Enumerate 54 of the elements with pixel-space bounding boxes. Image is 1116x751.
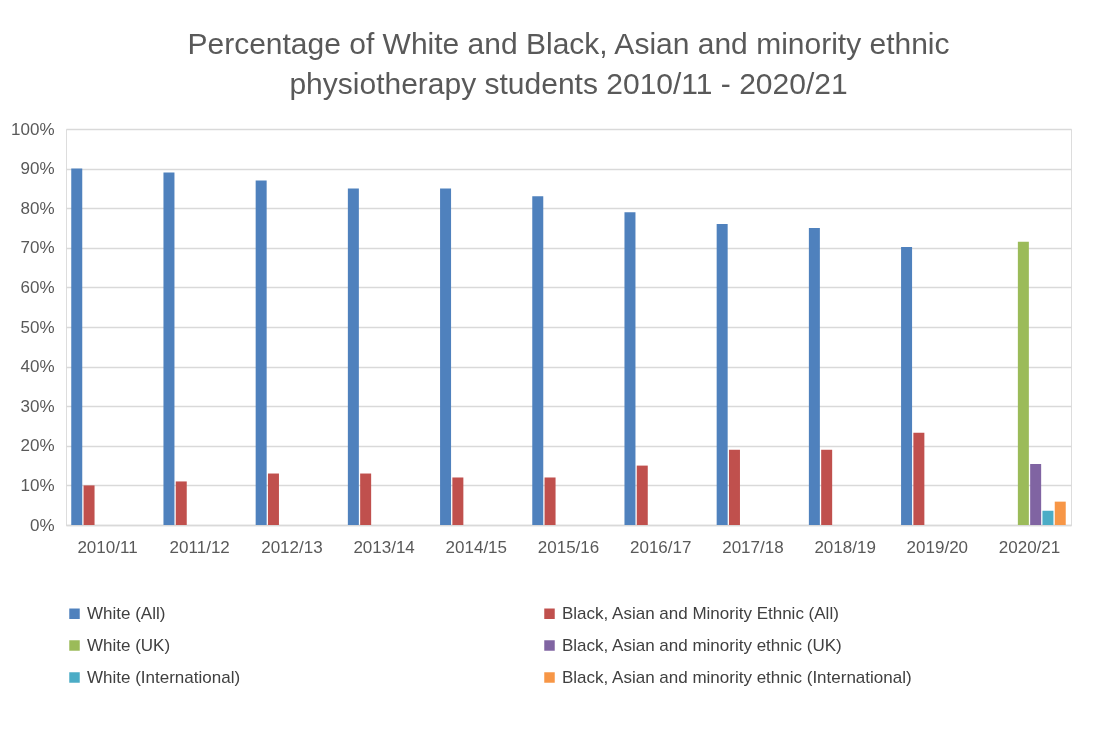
x-tick-label: 2020/21 bbox=[998, 537, 1061, 557]
y-tick-label: 100% bbox=[11, 119, 55, 139]
legend-label: White (International) bbox=[87, 667, 241, 687]
legend-label: White (UK) bbox=[87, 635, 171, 655]
y-tick-label: 50% bbox=[20, 317, 55, 337]
y-tick-label: 20% bbox=[20, 436, 55, 456]
bar bbox=[821, 449, 833, 525]
y-tick-label: 40% bbox=[20, 357, 55, 377]
bar bbox=[1017, 241, 1029, 525]
text: physiotherapy students 2010/11 - 2020/21 bbox=[289, 67, 848, 100]
x-tick-label: 2015/16 bbox=[537, 537, 600, 557]
bar bbox=[360, 473, 372, 525]
y-tick-label: 90% bbox=[20, 159, 55, 179]
x-tick-label: 2010/11 bbox=[77, 537, 138, 557]
legend-label: Black, Asian and minority ethnic (International) bbox=[562, 667, 912, 687]
x-tick-label: 2014/15 bbox=[445, 537, 508, 557]
bar bbox=[347, 188, 359, 525]
x-tick-label: 2016/17 bbox=[629, 537, 692, 557]
bar bbox=[83, 485, 95, 525]
bar bbox=[452, 477, 464, 525]
y-tick-label: 60% bbox=[20, 277, 55, 297]
bar bbox=[1042, 510, 1054, 525]
bar bbox=[267, 473, 279, 525]
bar bbox=[716, 224, 728, 525]
x-tick-label: 2017/18 bbox=[722, 537, 784, 557]
bar bbox=[532, 196, 544, 525]
legend-label: Black, Asian and Minority Ethnic (All) bbox=[562, 603, 839, 623]
x-tick-label: 2011/12 bbox=[169, 537, 230, 557]
y-tick-label: 10% bbox=[20, 475, 55, 495]
x-tick-label: 2013/14 bbox=[353, 537, 415, 557]
bar bbox=[636, 465, 648, 525]
bar bbox=[440, 188, 452, 525]
text: Percentage of White and Black, Asian and minority ethnic bbox=[187, 27, 950, 60]
bar bbox=[913, 432, 925, 525]
bar bbox=[728, 449, 740, 525]
bar bbox=[624, 212, 636, 525]
y-tick-label: 0% bbox=[29, 515, 55, 535]
bar bbox=[808, 228, 820, 525]
y-tick-label: 30% bbox=[20, 396, 55, 416]
bar bbox=[1054, 501, 1066, 525]
legend-label: Black, Asian and minority ethnic (UK) bbox=[562, 635, 842, 655]
bar bbox=[255, 180, 267, 525]
legend-label: White (All) bbox=[87, 603, 166, 623]
y-tick-label: 80% bbox=[20, 198, 55, 218]
bar bbox=[901, 247, 913, 525]
x-tick-label: 2019/20 bbox=[906, 537, 969, 557]
bar bbox=[71, 168, 83, 525]
x-tick-label: 2012/13 bbox=[261, 537, 323, 557]
bar bbox=[1030, 464, 1042, 525]
y-tick-label: 70% bbox=[20, 238, 55, 258]
x-tick-label: 2018/19 bbox=[814, 537, 876, 557]
bar bbox=[544, 477, 556, 525]
bar bbox=[163, 172, 175, 525]
bar bbox=[175, 481, 187, 525]
